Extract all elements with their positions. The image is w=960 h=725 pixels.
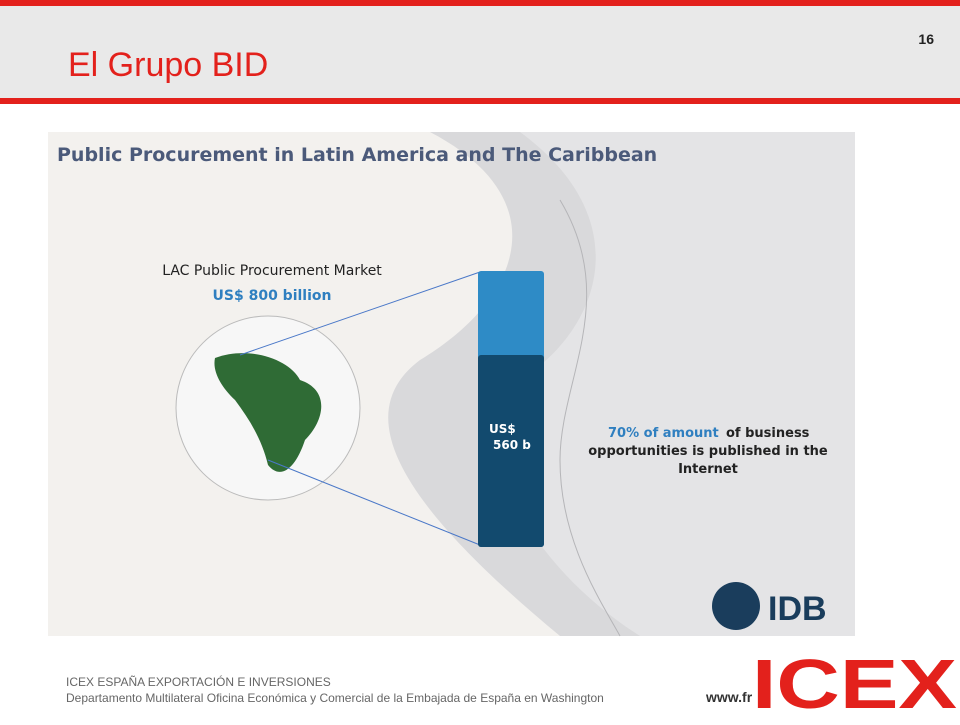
icex-logo: ICEX xyxy=(752,645,957,720)
note-text: Internet xyxy=(678,462,738,477)
top-rule xyxy=(0,0,960,6)
footer-url: www.fr xyxy=(705,689,753,705)
decor-shape xyxy=(496,132,855,636)
note-highlight: 70% of amount xyxy=(608,426,719,441)
infographic: Public Procurement in Latin America and … xyxy=(48,132,855,637)
page-number: 16 xyxy=(918,31,934,47)
idb-logo: IDB xyxy=(768,590,827,628)
header-band xyxy=(0,0,960,100)
decor-line xyxy=(559,199,621,637)
bar-label: US$ xyxy=(489,422,516,436)
connector xyxy=(239,271,481,356)
idb-emblem xyxy=(712,582,760,630)
footer-department: Departamento Multilateral Oficina Económ… xyxy=(66,691,604,705)
infographic-title: Public Procurement in Latin America and … xyxy=(57,144,657,166)
connector xyxy=(267,459,481,546)
note-text: opportunities is published in the xyxy=(588,444,828,459)
slide-title: El Grupo BID xyxy=(68,46,268,84)
share-bar xyxy=(478,355,544,547)
market-value: US$ 800 billion xyxy=(213,288,332,304)
footer-org: ICEX ESPAÑA EXPORTACIÓN E INVERSIONES xyxy=(66,674,331,689)
note-text: of business xyxy=(726,426,810,441)
continent xyxy=(214,353,322,472)
header-rule xyxy=(0,98,960,104)
market-label: LAC Public Procurement Market xyxy=(162,263,382,279)
bar-label: 560 b xyxy=(493,438,531,452)
